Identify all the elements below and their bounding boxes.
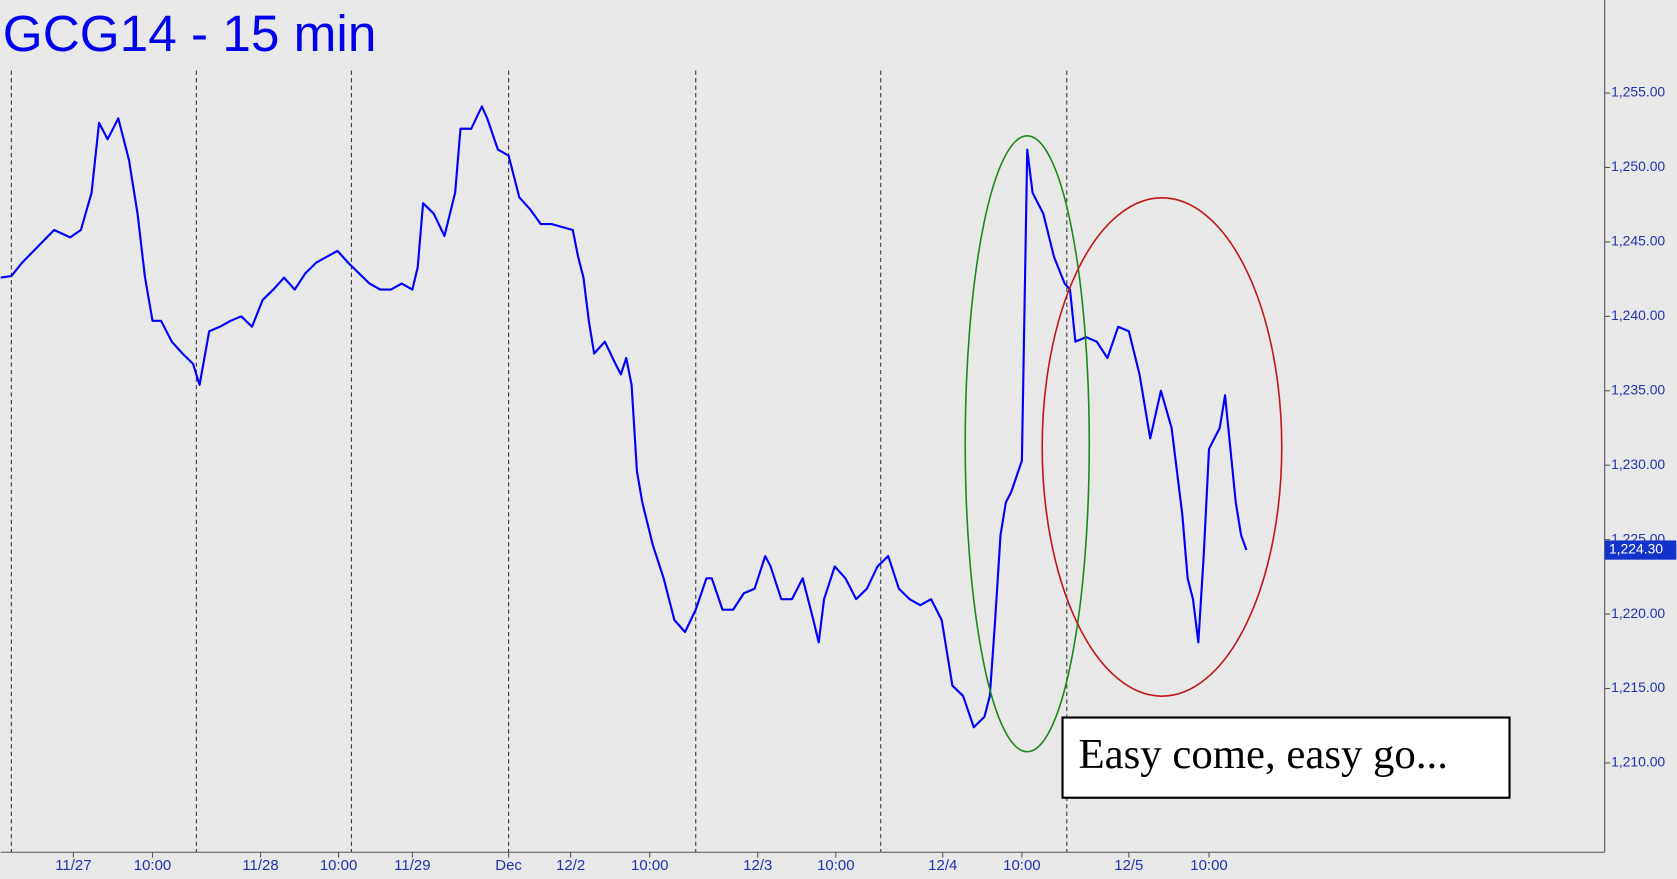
price-line bbox=[0, 105, 1248, 729]
x-tick-label: 11/29 bbox=[394, 857, 430, 874]
x-tick-label: 11/28 bbox=[242, 857, 278, 874]
y-tick-label: 1,235.00 bbox=[1611, 381, 1665, 397]
x-tick-label: 10:00 bbox=[1003, 857, 1040, 874]
y-tick-label: 1,215.00 bbox=[1611, 679, 1665, 695]
annotation: Easy come, easy go... bbox=[1079, 731, 1448, 778]
plot bbox=[0, 105, 1248, 729]
y-tick-label: 1,245.00 bbox=[1611, 233, 1665, 249]
y-tick-label: 1,250.00 bbox=[1611, 158, 1665, 174]
y-tick-label: 1,255.00 bbox=[1611, 84, 1665, 100]
highlight-ellipse bbox=[1041, 197, 1283, 697]
x-tick-label: 11/27 bbox=[55, 857, 91, 874]
y-tick-label: 1,220.00 bbox=[1611, 605, 1665, 621]
chart-title: GCG14 - 15 min bbox=[3, 5, 377, 62]
annotation-box bbox=[1061, 716, 1511, 799]
y-tick-label: 1,230.00 bbox=[1611, 456, 1665, 472]
x-tick-label: 10:00 bbox=[817, 857, 854, 874]
x-tick-label: 10:00 bbox=[631, 857, 668, 874]
x-tick-label: Dec bbox=[495, 857, 522, 874]
x-tick-label: 10:00 bbox=[320, 857, 357, 874]
x-tick-label: 12/3 bbox=[743, 857, 772, 874]
x-tick-label: 12/4 bbox=[928, 857, 957, 874]
x-tick-label: 10:00 bbox=[134, 857, 171, 874]
x-tick-label: 12/5 bbox=[1114, 857, 1143, 874]
y-tick-label: 1,240.00 bbox=[1611, 307, 1665, 323]
x-tick-label: 10:00 bbox=[1190, 857, 1227, 874]
last-price-label: 1,224.30 bbox=[1609, 541, 1663, 557]
y-tick-label: 1,210.00 bbox=[1611, 754, 1665, 770]
highlight-ellipse bbox=[964, 135, 1091, 753]
x-tick-label: 12/2 bbox=[556, 857, 585, 874]
last-price-box bbox=[1604, 540, 1677, 560]
